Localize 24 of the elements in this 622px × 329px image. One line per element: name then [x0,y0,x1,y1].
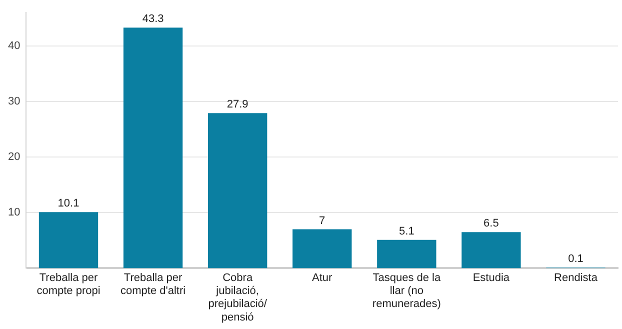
y-tick-label: 10 [8,206,20,219]
x-tick-label: Treballa per compte d'altri [120,272,186,298]
y-tick-label: 30 [8,96,20,108]
x-tick-label: Treballa per compte propi [36,272,100,298]
x-tick-label: Estudia [472,272,510,284]
x-tick-label: Cobra jubilació, prejubilació/ pensió [208,272,268,324]
data-label: 6.5 [484,218,499,230]
data-label: 7 [319,214,326,227]
x-tick-label: Tasques de la llar (no remunerades) [372,272,442,310]
bar [462,232,521,268]
data-label: 43.3 [142,13,164,26]
y-tick-label: 20 [8,151,20,164]
x-tick-label: Rendista [554,272,598,284]
y-tick-label: 40 [8,40,20,52]
bar [123,28,183,268]
bar [377,240,436,268]
data-label: 0.1 [568,253,584,266]
data-label: 27.9 [226,98,248,111]
data-label: 5.1 [399,225,414,238]
bar [292,229,352,268]
bar [38,212,98,268]
x-tick-label: Atur [312,272,333,284]
bar [208,113,268,268]
data-label: 10.1 [58,198,80,210]
